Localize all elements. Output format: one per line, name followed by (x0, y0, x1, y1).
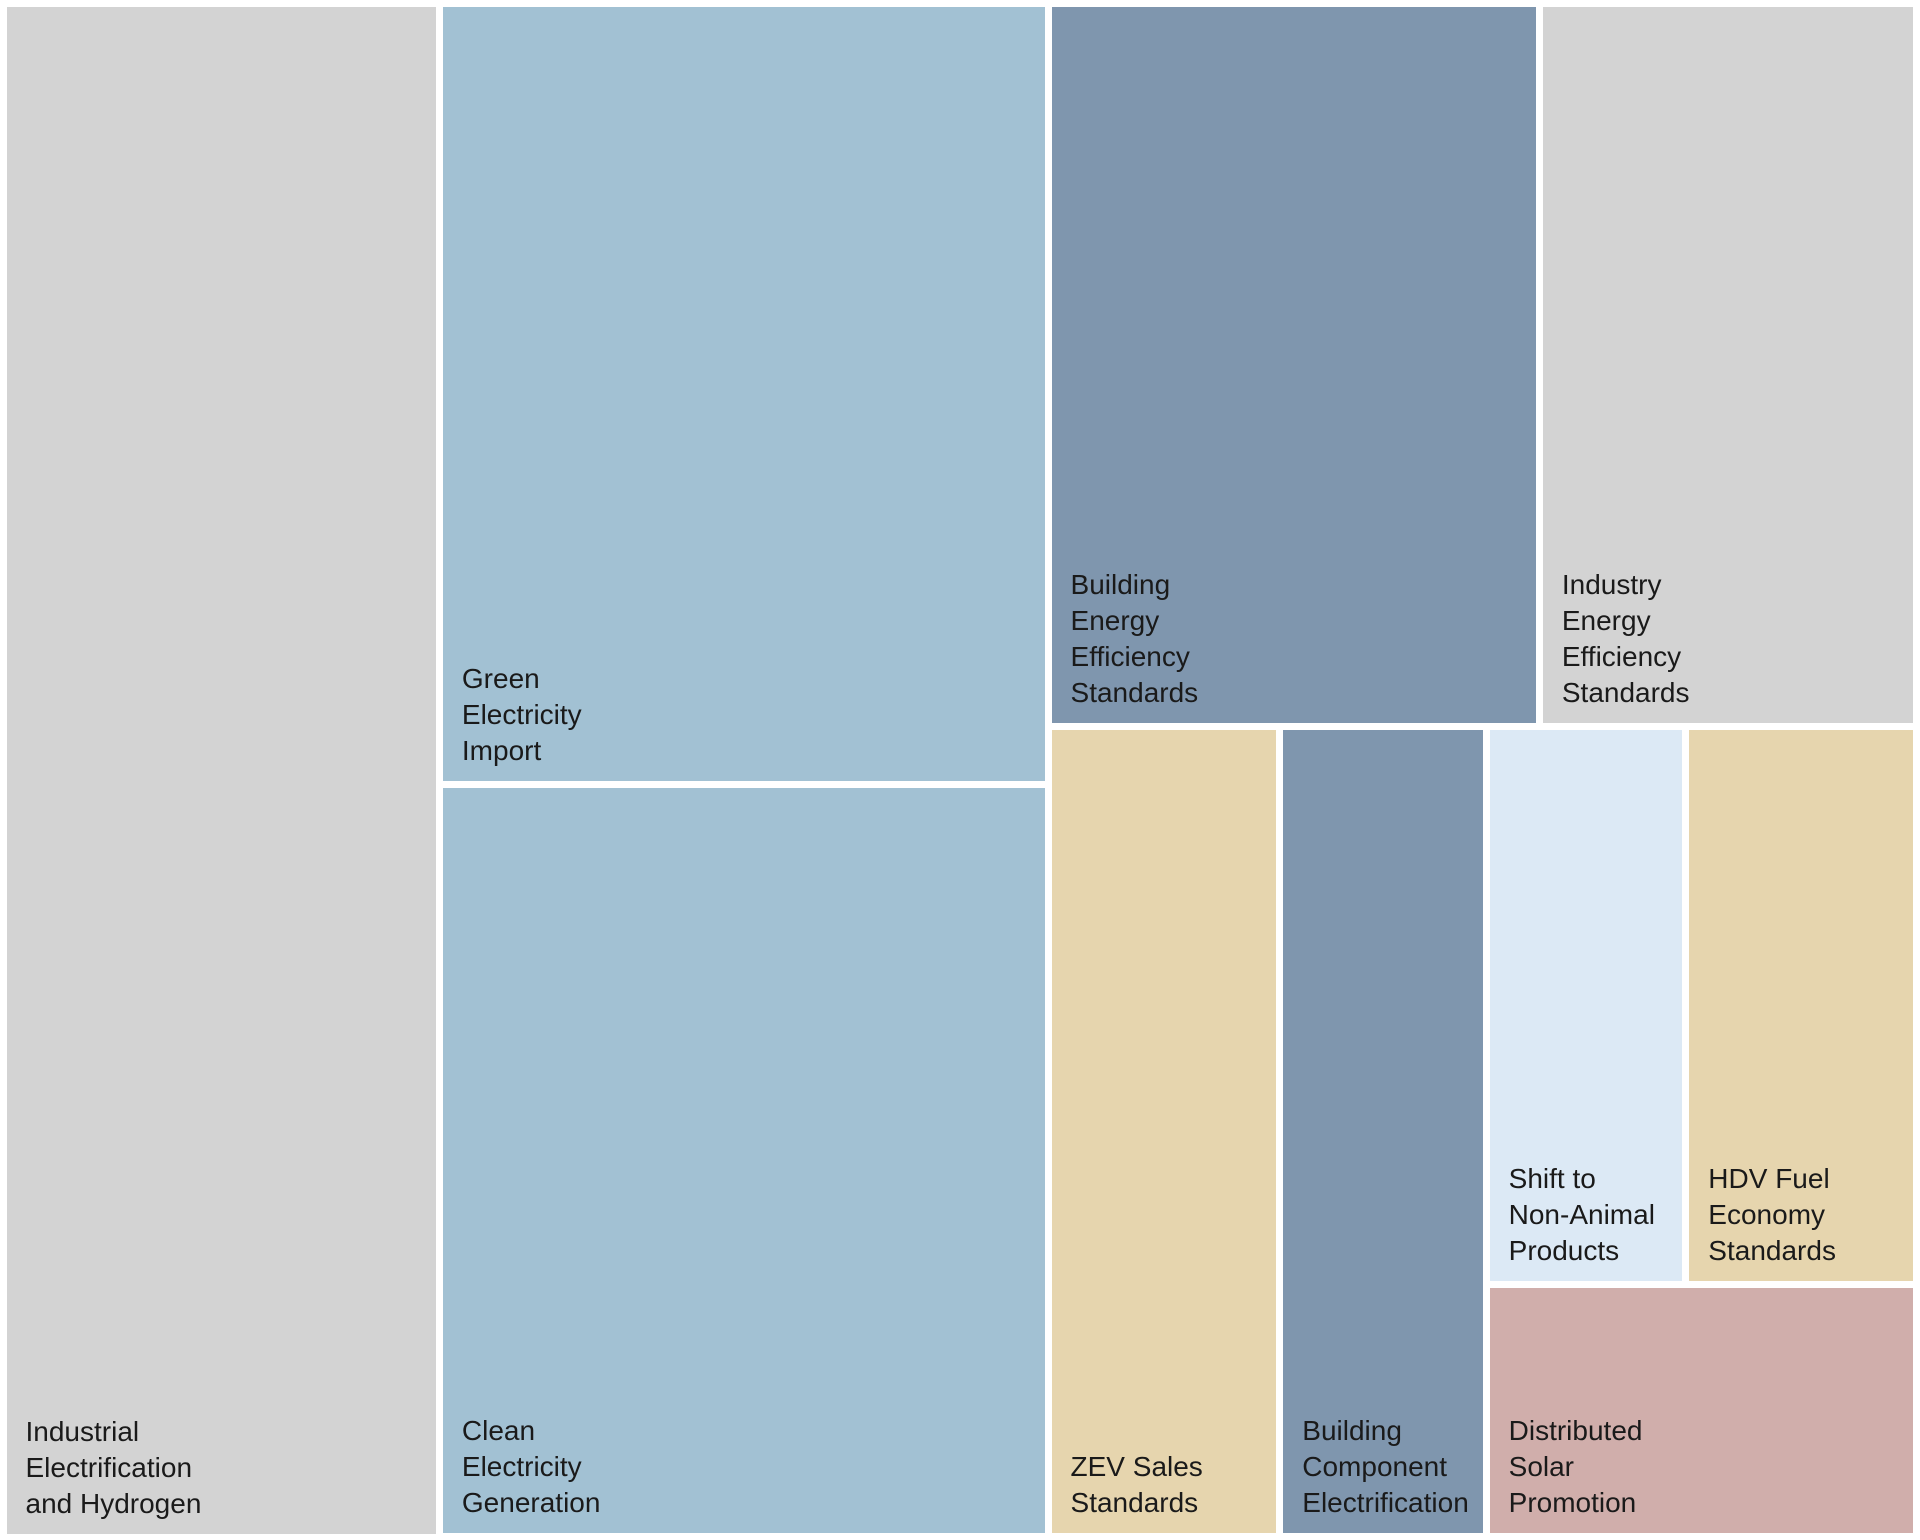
treemap-tile: Industrial Electrification and Hydrogen (6, 6, 436, 1534)
tile-label: Industrial Electrification and Hydrogen (25, 1415, 202, 1519)
treemap-tile: Distributed Solar Promotion (1489, 1288, 1914, 1534)
treemap-tile: ZEV Sales Standards (1051, 729, 1277, 1534)
treemap-tile: Building Energy Efficiency Standards (1051, 6, 1536, 723)
tile-label: Green Electricity Import (461, 662, 582, 766)
tile-label: Industry Energy Efficiency Standards (1561, 568, 1690, 708)
treemap-tile: HDV Fuel Economy Standards (1689, 729, 1914, 1282)
tile-label: Distributed Solar Promotion (1508, 1415, 1643, 1519)
treemap-tile: Industry Energy Efficiency Standards (1542, 6, 1914, 723)
tile-label: Building Component Electrification (1302, 1415, 1469, 1519)
tile-label: Clean Electricity Generation (461, 1415, 601, 1519)
tile-label: ZEV Sales Standards (1070, 1451, 1203, 1519)
tile-label: Building Energy Efficiency Standards (1070, 568, 1199, 708)
tile-label: HDV Fuel Economy Standards (1708, 1163, 1836, 1267)
treemap-tile: Building Component Electrification (1283, 729, 1483, 1534)
treemap-tile: Clean Electricity Generation (442, 787, 1045, 1534)
treemap-tile: Green Electricity Import (442, 6, 1045, 781)
tile-label: Shift to Non-Animal Products (1508, 1163, 1655, 1267)
treemap-tile: Shift to Non-Animal Products (1489, 729, 1683, 1282)
